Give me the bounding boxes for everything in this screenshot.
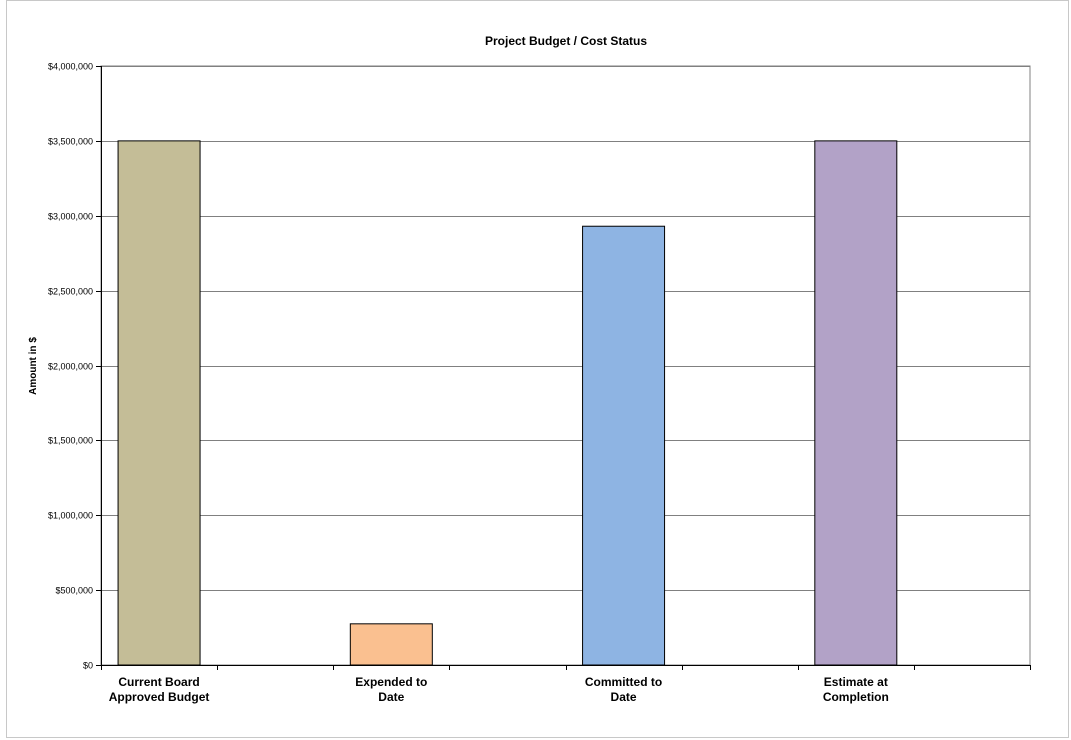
chart-frame [6, 0, 1069, 738]
bar [117, 140, 201, 666]
y-tick-label: $2,000,000 [48, 362, 93, 372]
bar [814, 140, 898, 666]
bars [117, 140, 898, 666]
x-tick-label: Approved Budget [109, 690, 210, 704]
y-tick-label: $500,000 [55, 586, 93, 596]
x-tick-label: Expended to [355, 675, 427, 689]
x-tick-label: Date [378, 690, 404, 704]
y-tick-label: $4,000,000 [48, 62, 93, 72]
y-tick-label: $2,500,000 [48, 287, 93, 297]
x-tick-label: Committed to [585, 675, 662, 689]
x-tick-label: Completion [823, 690, 889, 704]
bar [349, 623, 433, 666]
bar [582, 225, 666, 666]
y-tick-label: $3,000,000 [48, 212, 93, 222]
y-tick-labels: $0 $500,000 $1,000,000 $1,500,000 $2,000,000… [48, 62, 93, 671]
axes [96, 66, 1031, 670]
y-tick-label: $1,000,000 [48, 511, 93, 521]
x-tick-label: Current Board [118, 675, 199, 689]
y-axis-label: Amount in $ [28, 337, 39, 395]
y-tick-label: $0 [83, 661, 93, 671]
x-tick-label: Date [611, 690, 637, 704]
y-tick-label: $3,500,000 [48, 137, 93, 147]
x-tick-label: Estimate at [824, 675, 888, 689]
y-tick-label: $1,500,000 [48, 436, 93, 446]
chart-title: Project Budget / Cost Status [485, 34, 647, 48]
